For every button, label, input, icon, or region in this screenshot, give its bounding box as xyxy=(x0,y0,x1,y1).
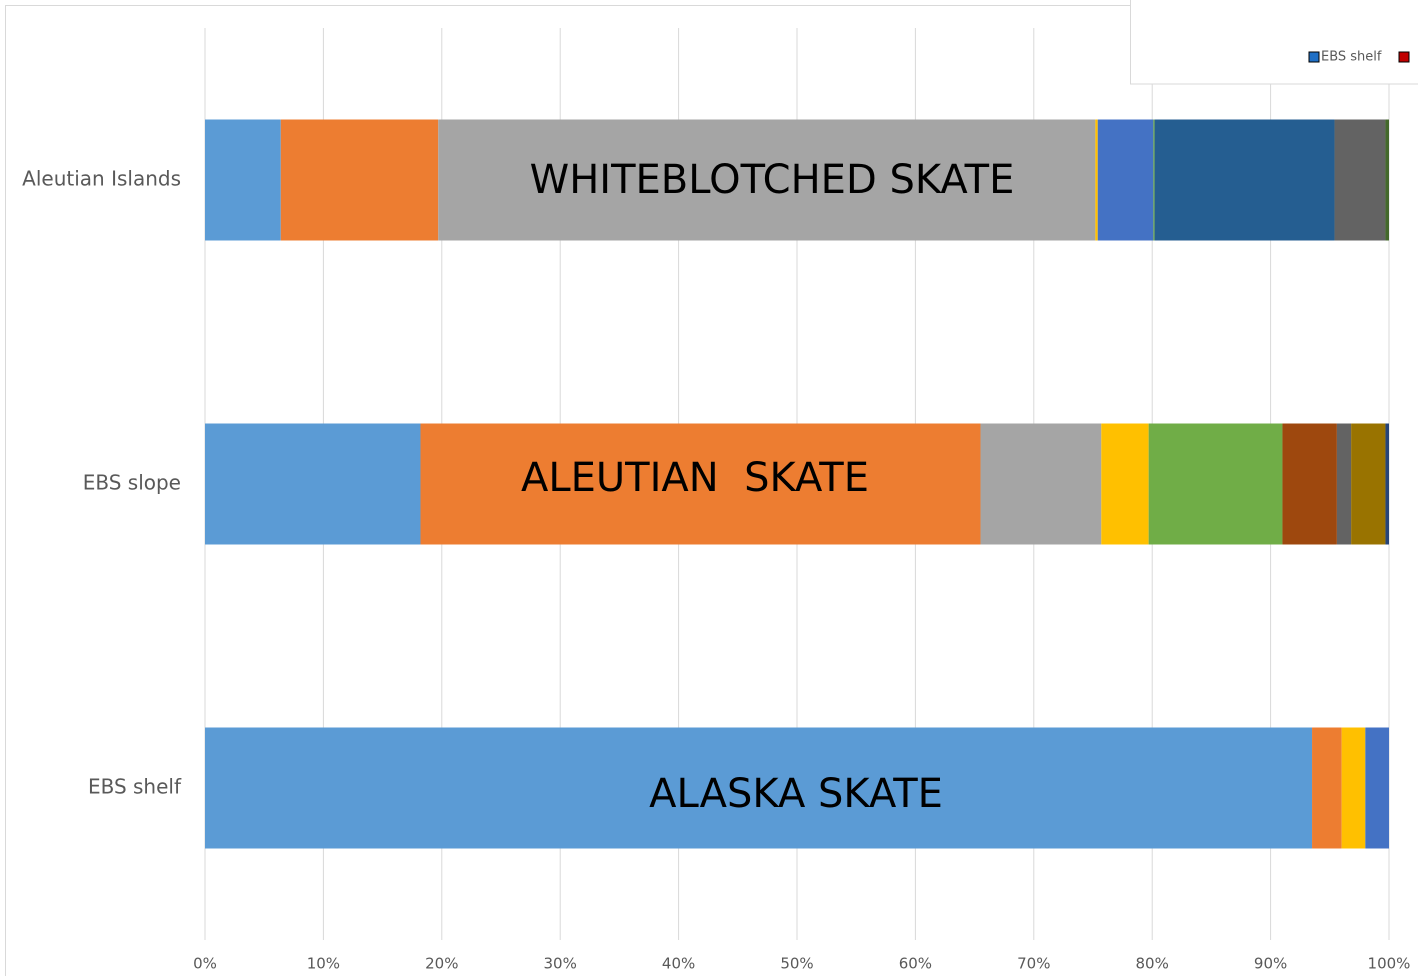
x-tick-label: 90% xyxy=(1254,955,1287,973)
bar-segment xyxy=(1385,423,1389,545)
x-tick-label: 100% xyxy=(1368,955,1411,973)
chart-border xyxy=(5,5,1418,976)
x-tick-label: 30% xyxy=(544,955,577,973)
bar-segment xyxy=(205,423,421,545)
x-tick-label: 50% xyxy=(780,955,813,973)
legend-swatch xyxy=(1308,51,1320,63)
x-tick-label: 20% xyxy=(425,955,458,973)
annotation: ALASKA SKATE xyxy=(649,771,943,817)
bar-segment xyxy=(420,423,981,545)
bar-segment xyxy=(1154,119,1335,241)
bar-segment xyxy=(1312,727,1342,849)
bar-segment xyxy=(1282,423,1337,545)
bar-segment xyxy=(1365,727,1389,849)
x-tick-label: 70% xyxy=(1017,955,1050,973)
x-tick-label: 0% xyxy=(193,955,217,973)
bar-segment xyxy=(205,727,1313,849)
bar-segment xyxy=(1101,423,1149,545)
bar-segment xyxy=(205,119,281,241)
bar-segment xyxy=(1095,119,1098,241)
bar-segment xyxy=(438,119,1096,241)
annotation: ALEUTIAN SKATE xyxy=(521,455,869,501)
bar-segment xyxy=(280,119,439,241)
x-tick-label: 10% xyxy=(307,955,340,973)
bar-segment xyxy=(980,423,1102,545)
x-tick-label: 80% xyxy=(1136,955,1169,973)
legend-box xyxy=(1130,0,1418,85)
x-tick-label: 60% xyxy=(899,955,932,973)
y-tick-label: EBS shelf xyxy=(88,775,182,799)
y-tick-label: EBS slope xyxy=(83,471,181,495)
bar-segment xyxy=(1351,423,1386,545)
annotation: WHITEBLOTCHED SKATE xyxy=(530,157,1015,203)
legend-swatch xyxy=(1398,51,1410,63)
bar-segment xyxy=(1334,119,1386,241)
bar-segment xyxy=(1153,119,1155,241)
legend-label: EBS shelf xyxy=(1321,50,1382,65)
bar-segment xyxy=(1385,119,1389,241)
bar-segment xyxy=(1336,423,1352,545)
x-tick-label: 40% xyxy=(662,955,695,973)
y-tick-label: Aleutian Islands xyxy=(22,167,181,191)
bar-segment xyxy=(1341,727,1366,849)
bar-segment xyxy=(1097,119,1154,241)
bar-segment xyxy=(1148,423,1283,545)
